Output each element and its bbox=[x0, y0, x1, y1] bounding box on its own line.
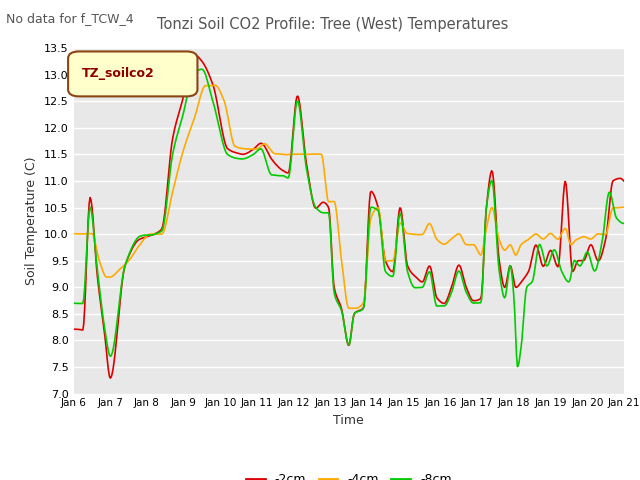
-4cm bbox=[439, 241, 447, 247]
-8cm bbox=[513, 364, 521, 370]
-4cm bbox=[486, 209, 493, 215]
-8cm bbox=[198, 66, 205, 72]
-4cm bbox=[167, 196, 175, 202]
-8cm bbox=[620, 221, 628, 227]
-2cm bbox=[439, 300, 447, 306]
Text: TZ_soilco2: TZ_soilco2 bbox=[82, 67, 155, 81]
Line: -2cm: -2cm bbox=[74, 54, 624, 378]
-2cm bbox=[168, 140, 176, 146]
-2cm bbox=[189, 51, 197, 57]
-2cm bbox=[396, 205, 404, 211]
-2cm bbox=[70, 326, 77, 332]
-8cm bbox=[212, 110, 220, 116]
-2cm bbox=[620, 178, 628, 184]
-8cm bbox=[438, 303, 446, 309]
Line: -8cm: -8cm bbox=[74, 69, 624, 367]
-4cm bbox=[70, 231, 77, 237]
-8cm bbox=[320, 210, 328, 216]
-2cm bbox=[321, 200, 328, 205]
-8cm bbox=[485, 187, 493, 192]
Y-axis label: Soil Temperature (C): Soil Temperature (C) bbox=[26, 156, 38, 285]
-4cm bbox=[212, 83, 220, 88]
Legend: -2cm, -4cm, -8cm: -2cm, -4cm, -8cm bbox=[241, 468, 457, 480]
-8cm bbox=[167, 162, 175, 168]
-8cm bbox=[395, 215, 403, 221]
-2cm bbox=[486, 175, 493, 180]
X-axis label: Time: Time bbox=[333, 414, 364, 427]
-4cm bbox=[320, 162, 328, 168]
-2cm bbox=[106, 375, 114, 381]
-4cm bbox=[396, 220, 404, 226]
Text: Tonzi Soil CO2 Profile: Tree (West) Temperatures: Tonzi Soil CO2 Profile: Tree (West) Temp… bbox=[157, 17, 509, 32]
-2cm bbox=[213, 99, 221, 105]
-4cm bbox=[620, 204, 628, 210]
Line: -4cm: -4cm bbox=[74, 85, 624, 308]
FancyBboxPatch shape bbox=[68, 51, 197, 96]
-4cm bbox=[348, 305, 355, 311]
-8cm bbox=[70, 300, 77, 306]
Text: No data for f_TCW_4: No data for f_TCW_4 bbox=[6, 12, 134, 25]
-4cm bbox=[211, 83, 219, 88]
